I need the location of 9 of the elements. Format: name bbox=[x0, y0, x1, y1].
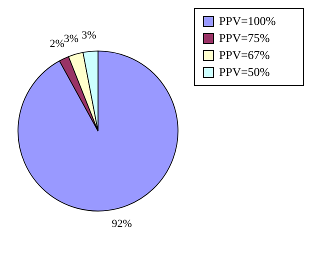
legend-label: PPV=67% bbox=[219, 47, 270, 64]
data-label: 92% bbox=[112, 218, 132, 230]
data-label: 2% bbox=[50, 38, 64, 50]
legend-label: PPV=100% bbox=[219, 13, 276, 30]
legend-label: PPV=50% bbox=[219, 64, 270, 81]
legend-label: PPV=75% bbox=[219, 30, 270, 47]
pie-slice bbox=[18, 50, 178, 212]
data-label: 3% bbox=[64, 32, 79, 45]
data-label: 3% bbox=[82, 29, 96, 42]
